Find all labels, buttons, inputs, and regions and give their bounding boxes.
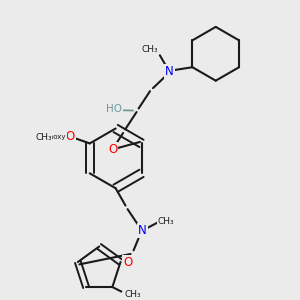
Text: N: N	[165, 65, 174, 78]
Text: O: O	[66, 130, 75, 143]
Text: methoxy: methoxy	[36, 134, 66, 140]
Text: CH₃: CH₃	[142, 45, 158, 54]
Text: HO: HO	[106, 104, 122, 114]
Text: CH₃: CH₃	[124, 290, 141, 299]
Text: N: N	[138, 224, 147, 237]
Text: CH₃: CH₃	[35, 133, 52, 142]
Text: CH₃: CH₃	[158, 217, 174, 226]
Text: O: O	[108, 143, 117, 156]
Text: O: O	[123, 256, 133, 268]
